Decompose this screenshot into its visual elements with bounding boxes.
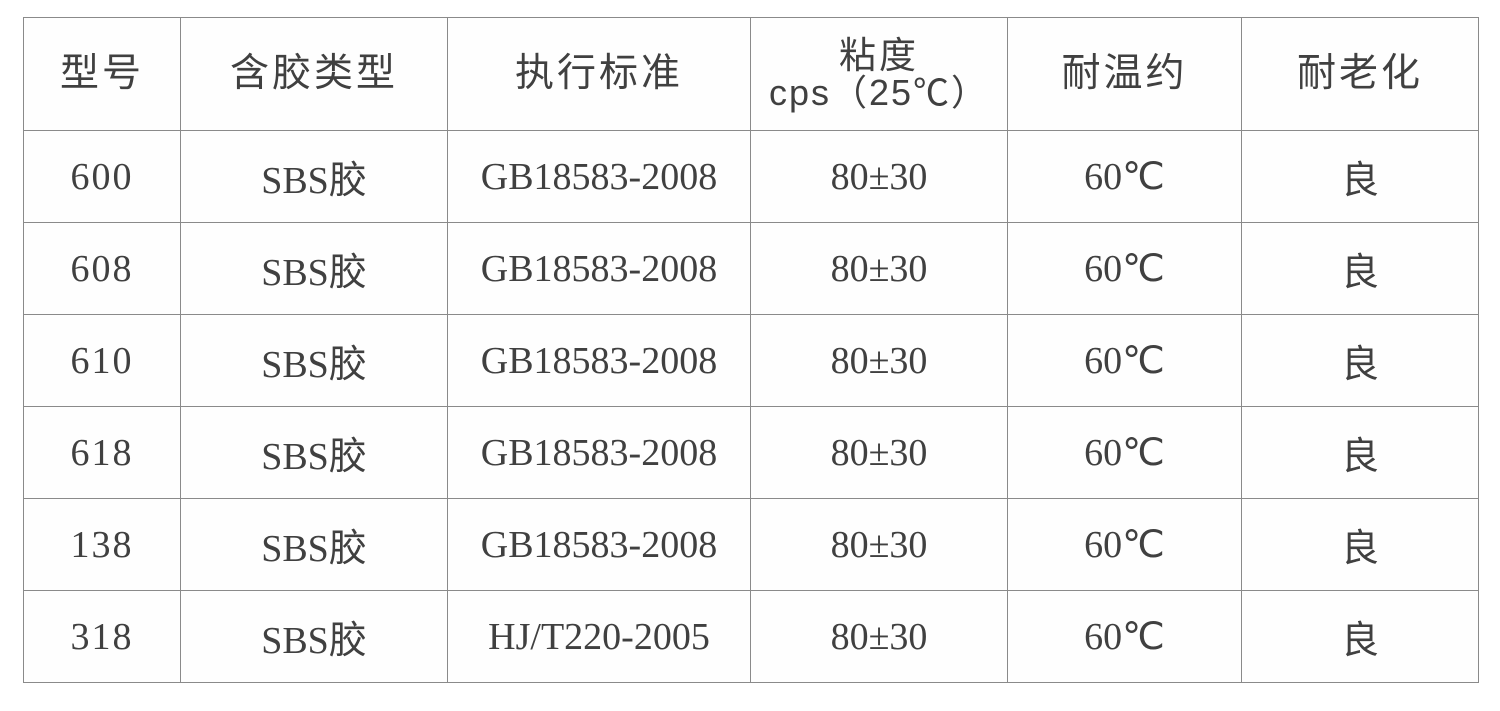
product-spec-table: 型号 含胶类型 执行标准 粘度 cps（25℃） 耐温约 耐老化 600 SBS… xyxy=(23,17,1479,683)
cell-model: 138 xyxy=(23,498,181,591)
cell-standard: GB18583-2008 xyxy=(447,222,751,315)
table-row: 608 SBS胶 GB18583-2008 80±30 60℃ 良 xyxy=(23,222,1479,315)
column-header-aging: 耐老化 xyxy=(1241,17,1479,131)
cell-standard: GB18583-2008 xyxy=(447,314,751,407)
table-row: 610 SBS胶 GB18583-2008 80±30 60℃ 良 xyxy=(23,314,1479,407)
cell-viscosity: 80±30 xyxy=(750,314,1008,407)
table-row: 600 SBS胶 GB18583-2008 80±30 60℃ 良 xyxy=(23,130,1479,223)
table-row: 618 SBS胶 GB18583-2008 80±30 60℃ 良 xyxy=(23,406,1479,499)
cell-temperature: 60℃ xyxy=(1007,314,1242,407)
cell-aging: 良 xyxy=(1241,406,1479,499)
cell-glue-type: SBS胶 xyxy=(180,222,448,315)
cell-viscosity: 80±30 xyxy=(750,406,1008,499)
cell-aging: 良 xyxy=(1241,314,1479,407)
cell-standard: GB18583-2008 xyxy=(447,498,751,591)
cell-temperature: 60℃ xyxy=(1007,590,1242,683)
cell-viscosity: 80±30 xyxy=(750,590,1008,683)
table-header: 型号 含胶类型 执行标准 粘度 cps（25℃） 耐温约 耐老化 xyxy=(23,17,1479,131)
cell-glue-type: SBS胶 xyxy=(180,130,448,223)
column-header-viscosity-line2: cps（25℃） xyxy=(768,71,990,113)
cell-temperature: 60℃ xyxy=(1007,130,1242,223)
cell-viscosity: 80±30 xyxy=(750,498,1008,591)
cell-temperature: 60℃ xyxy=(1007,406,1242,499)
table-row: 318 SBS胶 HJ/T220-2005 80±30 60℃ 良 xyxy=(23,590,1479,683)
cell-model: 600 xyxy=(23,130,181,223)
cell-aging: 良 xyxy=(1241,222,1479,315)
cell-viscosity: 80±30 xyxy=(750,130,1008,223)
cell-glue-type: SBS胶 xyxy=(180,406,448,499)
table-row: 138 SBS胶 GB18583-2008 80±30 60℃ 良 xyxy=(23,498,1479,591)
cell-temperature: 60℃ xyxy=(1007,222,1242,315)
cell-glue-type: SBS胶 xyxy=(180,498,448,591)
column-header-standard: 执行标准 xyxy=(447,17,751,131)
cell-standard: HJ/T220-2005 xyxy=(447,590,751,683)
column-header-temperature: 耐温约 xyxy=(1007,17,1242,131)
cell-glue-type: SBS胶 xyxy=(180,314,448,407)
table-body: 600 SBS胶 GB18583-2008 80±30 60℃ 良 608 SB… xyxy=(23,130,1479,683)
column-header-model: 型号 xyxy=(23,17,181,131)
cell-aging: 良 xyxy=(1241,130,1479,223)
cell-standard: GB18583-2008 xyxy=(447,406,751,499)
cell-model: 608 xyxy=(23,222,181,315)
cell-glue-type: SBS胶 xyxy=(180,590,448,683)
cell-model: 318 xyxy=(23,590,181,683)
cell-model: 610 xyxy=(23,314,181,407)
column-header-glue-type: 含胶类型 xyxy=(180,17,448,131)
spec-table-container: 型号 含胶类型 执行标准 粘度 cps（25℃） 耐温约 耐老化 600 SBS… xyxy=(23,17,1479,683)
cell-viscosity: 80±30 xyxy=(750,222,1008,315)
table-header-row: 型号 含胶类型 执行标准 粘度 cps（25℃） 耐温约 耐老化 xyxy=(23,17,1479,131)
column-header-viscosity: 粘度 cps（25℃） xyxy=(750,17,1008,131)
column-header-viscosity-line1: 粘度 xyxy=(839,34,919,76)
cell-aging: 良 xyxy=(1241,498,1479,591)
cell-standard: GB18583-2008 xyxy=(447,130,751,223)
cell-model: 618 xyxy=(23,406,181,499)
cell-aging: 良 xyxy=(1241,590,1479,683)
cell-temperature: 60℃ xyxy=(1007,498,1242,591)
